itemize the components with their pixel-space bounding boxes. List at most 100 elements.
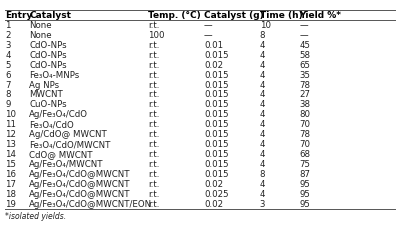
Text: 4: 4 [260,71,265,79]
Text: 0.015: 0.015 [204,120,228,129]
Text: 8: 8 [5,91,11,99]
Text: 7: 7 [5,81,11,89]
Text: 0.015: 0.015 [204,81,228,89]
Text: 95: 95 [299,180,310,189]
Text: 15: 15 [5,160,16,169]
Text: r.t.: r.t. [148,200,160,209]
Text: 10: 10 [5,110,16,119]
Text: Ag/Fe₃O₄/CdO@MWCNT: Ag/Fe₃O₄/CdO@MWCNT [29,170,131,179]
Text: 0.015: 0.015 [204,160,228,169]
Text: 38: 38 [299,100,310,109]
Text: MWCNT: MWCNT [29,91,63,99]
Text: —: — [204,21,212,30]
Text: 35: 35 [299,71,310,79]
Text: Entry: Entry [5,11,33,20]
Text: 5: 5 [5,61,11,70]
Text: r.t.: r.t. [148,61,160,70]
Text: 8: 8 [260,31,265,40]
Text: None: None [29,21,52,30]
Text: 75: 75 [299,160,310,169]
Text: 4: 4 [260,41,265,50]
Text: 4: 4 [260,180,265,189]
Text: 4: 4 [260,81,265,89]
Text: 0.015: 0.015 [204,140,228,149]
Text: Ag/Fe₃O₄/CdO@MWCNT: Ag/Fe₃O₄/CdO@MWCNT [29,180,131,189]
Text: 1: 1 [5,21,11,30]
Text: 17: 17 [5,180,16,189]
Text: CdO-NPs: CdO-NPs [29,51,67,60]
Text: 0.015: 0.015 [204,91,228,99]
Text: r.t.: r.t. [148,91,160,99]
Text: Fe₃O₄/CdO/MWCNT: Fe₃O₄/CdO/MWCNT [29,140,110,149]
Text: r.t.: r.t. [148,140,160,149]
Text: 10: 10 [260,21,270,30]
Text: r.t.: r.t. [148,71,160,79]
Text: 0.015: 0.015 [204,130,228,139]
Text: CdO-NPs: CdO-NPs [29,41,67,50]
Text: r.t.: r.t. [148,21,160,30]
Text: 19: 19 [5,200,16,209]
Text: Fe₃O₄-MNPs: Fe₃O₄-MNPs [29,71,80,79]
Text: 8: 8 [260,170,265,179]
Text: Catalyst: Catalyst [29,11,71,20]
Text: 4: 4 [5,51,11,60]
Text: 11: 11 [5,120,16,129]
Text: 95: 95 [299,190,310,199]
Text: 4: 4 [260,190,265,199]
Text: 2: 2 [5,31,11,40]
Text: —: — [299,21,308,30]
Text: 0.015: 0.015 [204,51,228,60]
Text: 78: 78 [299,81,310,89]
Text: 70: 70 [299,140,310,149]
Text: 3: 3 [5,41,11,50]
Text: Ag/CdO@ MWCNT: Ag/CdO@ MWCNT [29,130,107,139]
Text: 18: 18 [5,190,16,199]
Text: 70: 70 [299,120,310,129]
Text: 0.02: 0.02 [204,61,223,70]
Text: 95: 95 [299,200,310,209]
Text: 4: 4 [260,140,265,149]
Text: 4: 4 [260,130,265,139]
Text: 4: 4 [260,100,265,109]
Text: 45: 45 [299,41,310,50]
Text: 58: 58 [299,51,310,60]
Text: r.t.: r.t. [148,81,160,89]
Text: r.t.: r.t. [148,120,160,129]
Text: 0.015: 0.015 [204,100,228,109]
Text: 80: 80 [299,110,310,119]
Text: r.t.: r.t. [148,51,160,60]
Text: 6: 6 [5,71,11,79]
Text: 4: 4 [260,160,265,169]
Text: 0.015: 0.015 [204,110,228,119]
Text: 9: 9 [5,100,11,109]
Text: Fe₃O₄/CdO: Fe₃O₄/CdO [29,120,74,129]
Text: 13: 13 [5,140,16,149]
Text: CuO-NPs: CuO-NPs [29,100,67,109]
Text: 0.025: 0.025 [204,190,228,199]
Text: None: None [29,31,52,40]
Text: 100: 100 [148,31,165,40]
Text: 4: 4 [260,150,265,159]
Text: r.t.: r.t. [148,100,160,109]
Text: Ag/Fe₃O₄/CdO: Ag/Fe₃O₄/CdO [29,110,88,119]
Text: CdO-NPs: CdO-NPs [29,61,67,70]
Text: 14: 14 [5,150,16,159]
Text: 4: 4 [260,61,265,70]
Text: *isolated yields.: *isolated yields. [5,212,66,221]
Text: r.t.: r.t. [148,41,160,50]
Text: 27: 27 [299,91,310,99]
Text: Ag NPs: Ag NPs [29,81,59,89]
Text: 4: 4 [260,110,265,119]
Text: 0.015: 0.015 [204,150,228,159]
Text: r.t.: r.t. [148,110,160,119]
Text: 16: 16 [5,170,16,179]
Text: Ag/Fe₃O₄/CdO@MWCNT: Ag/Fe₃O₄/CdO@MWCNT [29,190,131,199]
Text: Yield %*: Yield %* [299,11,341,20]
Text: 0.02: 0.02 [204,180,223,189]
Text: r.t.: r.t. [148,190,160,199]
Text: 12: 12 [5,130,16,139]
Text: 65: 65 [299,61,310,70]
Text: r.t.: r.t. [148,170,160,179]
Text: r.t.: r.t. [148,160,160,169]
Text: 4: 4 [260,91,265,99]
